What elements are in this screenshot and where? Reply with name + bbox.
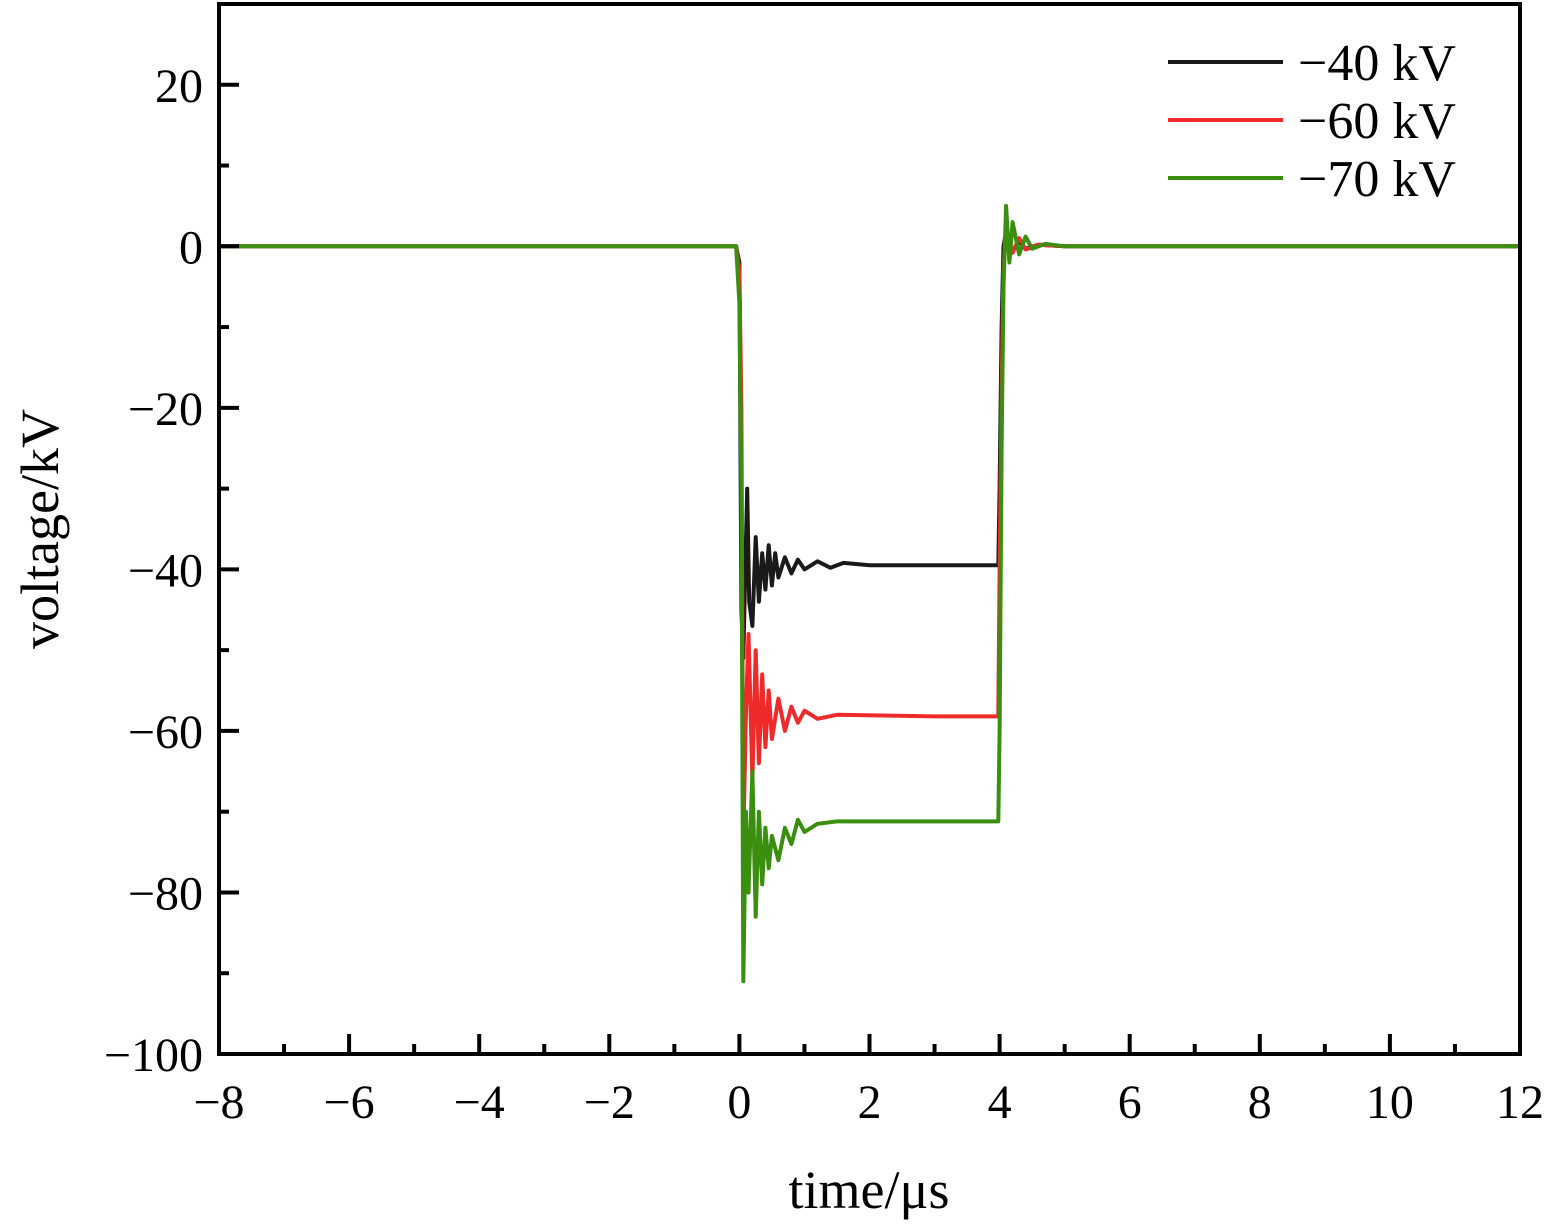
x-tick-label: 2 (858, 1076, 882, 1129)
x-axis-title: time/μs (789, 1160, 950, 1220)
y-tick-label: −20 (128, 383, 203, 436)
y-tick-label: −80 (128, 867, 203, 920)
x-tick-label: −2 (584, 1076, 635, 1129)
y-tick-label: −100 (104, 1029, 203, 1082)
series-layer (219, 203, 1520, 984)
y-tick-label: 20 (155, 60, 203, 113)
legend: −40 kV−60 kV−70 kV (1168, 35, 1456, 208)
y-tick-label: 0 (179, 221, 203, 274)
x-tick-label: 8 (1248, 1076, 1272, 1129)
x-tick-label: −8 (193, 1076, 244, 1129)
y-axis-title: voltage/kV (10, 409, 70, 649)
legend-label: −60 kV (1298, 93, 1456, 150)
y-tick-label: −40 (128, 544, 203, 597)
x-tick-label: −4 (454, 1076, 505, 1129)
plot-area (219, 4, 1520, 1054)
x-tick-label: 12 (1496, 1076, 1544, 1129)
series-line-3 (219, 203, 1520, 984)
y-tick-label: −60 (128, 706, 203, 759)
plot-frame (217, 2, 1522, 1056)
legend-label: −70 kV (1298, 151, 1456, 208)
x-tick-label: 10 (1366, 1076, 1414, 1129)
x-tick-label: −6 (324, 1076, 375, 1129)
x-tick-label: 6 (1118, 1076, 1142, 1129)
x-tick-label: 0 (727, 1076, 751, 1129)
legend-label: −40 kV (1298, 35, 1456, 92)
x-tick-label: 4 (988, 1076, 1012, 1129)
